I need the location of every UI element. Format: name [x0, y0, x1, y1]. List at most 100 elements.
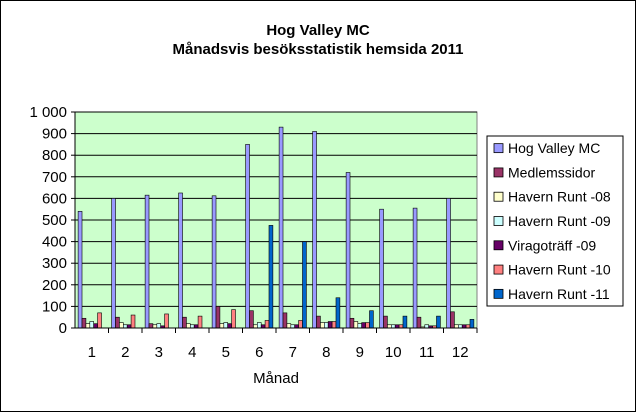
bar: [215, 306, 221, 329]
bar: [412, 207, 418, 329]
bar: [349, 317, 355, 329]
bar: [85, 323, 91, 329]
bar: [383, 315, 388, 329]
y-tick-label: 500: [42, 212, 67, 229]
bar: [469, 319, 475, 329]
bar: [264, 320, 270, 329]
bar: [186, 323, 191, 329]
y-tick-label: 900: [42, 126, 67, 143]
legend-swatch: [493, 143, 504, 154]
bar: [130, 314, 136, 329]
bar: [402, 315, 408, 329]
legend-label: Medlemssidor: [508, 164, 595, 180]
bar: [231, 309, 236, 329]
legend-label: Havern Runt -11: [508, 286, 610, 302]
y-tick-label: 800: [42, 147, 67, 164]
x-tick-label: 7: [289, 344, 297, 361]
bar: [335, 297, 341, 329]
legend-label: Havern Runt -09: [508, 213, 611, 229]
y-tick-label: 1 000: [29, 104, 67, 121]
bar: [379, 208, 384, 329]
x-tick-label: 5: [222, 344, 230, 361]
bar: [249, 310, 254, 329]
x-tick-label: 2: [121, 344, 129, 361]
x-axis-label: Månad: [253, 370, 299, 387]
bar: [298, 320, 303, 329]
bar: [81, 317, 87, 329]
bar: [416, 316, 422, 329]
bar: [286, 323, 292, 329]
legend-label: Viragoträff -09: [508, 237, 596, 253]
bar: [148, 323, 154, 329]
bar: [89, 321, 94, 329]
x-tick-label: 10: [385, 344, 402, 361]
x-tick-label: 6: [255, 344, 263, 361]
bar: [302, 241, 307, 329]
x-tick-label: 1: [88, 344, 96, 361]
bar: [245, 144, 250, 329]
x-tick-label: 11: [419, 344, 435, 361]
legend-swatch: [493, 216, 504, 226]
bar: [144, 194, 150, 329]
chart-title: Hog Valley MC: [266, 22, 370, 39]
x-tick-label: 3: [155, 344, 163, 361]
bar: [111, 198, 116, 329]
legend-label: Hog Valley MC: [508, 140, 600, 156]
legend-swatch: [493, 240, 504, 251]
bar: [345, 172, 351, 329]
bar: [119, 322, 124, 329]
bar: [115, 316, 120, 329]
bar: [257, 322, 262, 329]
bar: [361, 322, 366, 329]
y-tick-label: 300: [42, 255, 67, 272]
x-tick-label: 4: [188, 344, 196, 361]
y-tick-label: 400: [42, 234, 67, 251]
bar: [316, 315, 321, 329]
bar: [278, 126, 284, 329]
y-tick-label: 700: [42, 169, 67, 186]
chart-subtitle: Månadsvis besöksstatistik hemsida 2011: [172, 41, 464, 58]
bar: [436, 315, 441, 329]
bar: [97, 312, 102, 329]
x-tick-label: 9: [356, 344, 364, 361]
bar: [320, 322, 325, 329]
bar: [327, 321, 333, 329]
bar: [312, 131, 317, 329]
bar: [156, 323, 161, 329]
bar: [369, 310, 374, 329]
y-tick-label: 200: [42, 277, 67, 294]
bar: [282, 312, 288, 329]
bar: [331, 321, 337, 329]
legend-box: [486, 135, 624, 307]
bar: [219, 323, 225, 329]
bar: [450, 311, 455, 329]
x-tick-label: 12: [452, 344, 469, 361]
bar: [324, 322, 329, 329]
bar: [365, 322, 370, 329]
legend-swatch: [493, 167, 504, 178]
x-tick-label: 8: [322, 344, 330, 361]
y-tick-label: 600: [42, 190, 67, 207]
legend-swatch: [493, 264, 504, 275]
legend-swatch: [493, 288, 504, 299]
legend-label: Havern Runt -08: [508, 189, 611, 205]
bar: [357, 323, 362, 329]
bar: [93, 323, 98, 329]
bar: [227, 323, 232, 329]
legend-label: Havern Runt -10: [508, 262, 611, 278]
bar: [197, 315, 203, 329]
bar: [446, 198, 451, 329]
bar: [223, 322, 228, 329]
bar: [178, 192, 183, 329]
bar: [164, 313, 169, 329]
bar: [77, 211, 83, 329]
legend-swatch: [493, 191, 504, 202]
bar: [353, 321, 359, 329]
y-tick-label: 0: [59, 320, 67, 337]
legend: Hog Valley MC Medlemssidor Havern Runt -08…: [486, 135, 624, 307]
bar: [211, 195, 217, 329]
bar: [268, 225, 274, 329]
bar: [182, 316, 187, 329]
